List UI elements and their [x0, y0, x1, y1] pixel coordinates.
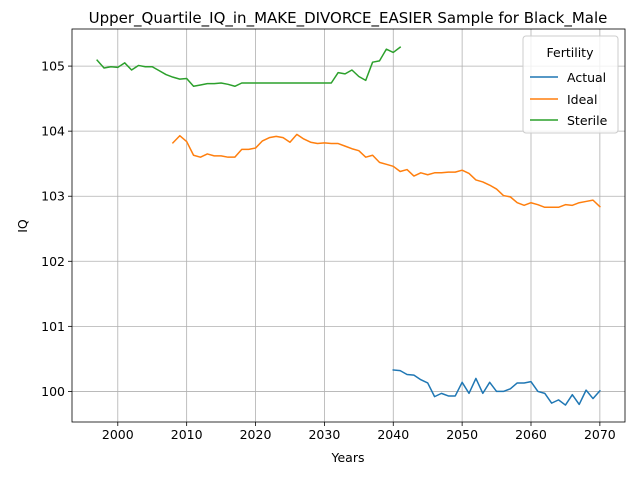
x-tick-label: 2000: [102, 427, 134, 442]
y-tick-label: 101: [41, 319, 65, 334]
y-axis-label: IQ: [15, 219, 30, 233]
x-tick-label: 2040: [377, 427, 409, 442]
legend-label-sterile: Sterile: [567, 113, 608, 128]
y-tick-label: 105: [41, 59, 65, 74]
legend-label-ideal: Ideal: [567, 92, 597, 107]
chart-title: Upper_Quartile_IQ_in_MAKE_DIVORCE_EASIER…: [89, 9, 608, 28]
y-tick-label: 100: [41, 384, 65, 399]
y-tick-label: 103: [41, 189, 65, 204]
x-tick-label: 2060: [515, 427, 547, 442]
x-tick-label: 2010: [171, 427, 203, 442]
y-tick-label: 104: [41, 124, 65, 139]
legend: Fertility Actual Ideal Sterile: [523, 36, 618, 133]
legend-title: Fertility: [547, 45, 595, 60]
x-tick-label: 2070: [584, 427, 616, 442]
x-axis-label: Years: [331, 450, 365, 465]
x-tick-label: 2030: [308, 427, 340, 442]
legend-label-actual: Actual: [567, 70, 606, 85]
x-tick-label: 2050: [446, 427, 478, 442]
x-tick-label: 2020: [240, 427, 272, 442]
y-tick-label: 102: [41, 254, 65, 269]
